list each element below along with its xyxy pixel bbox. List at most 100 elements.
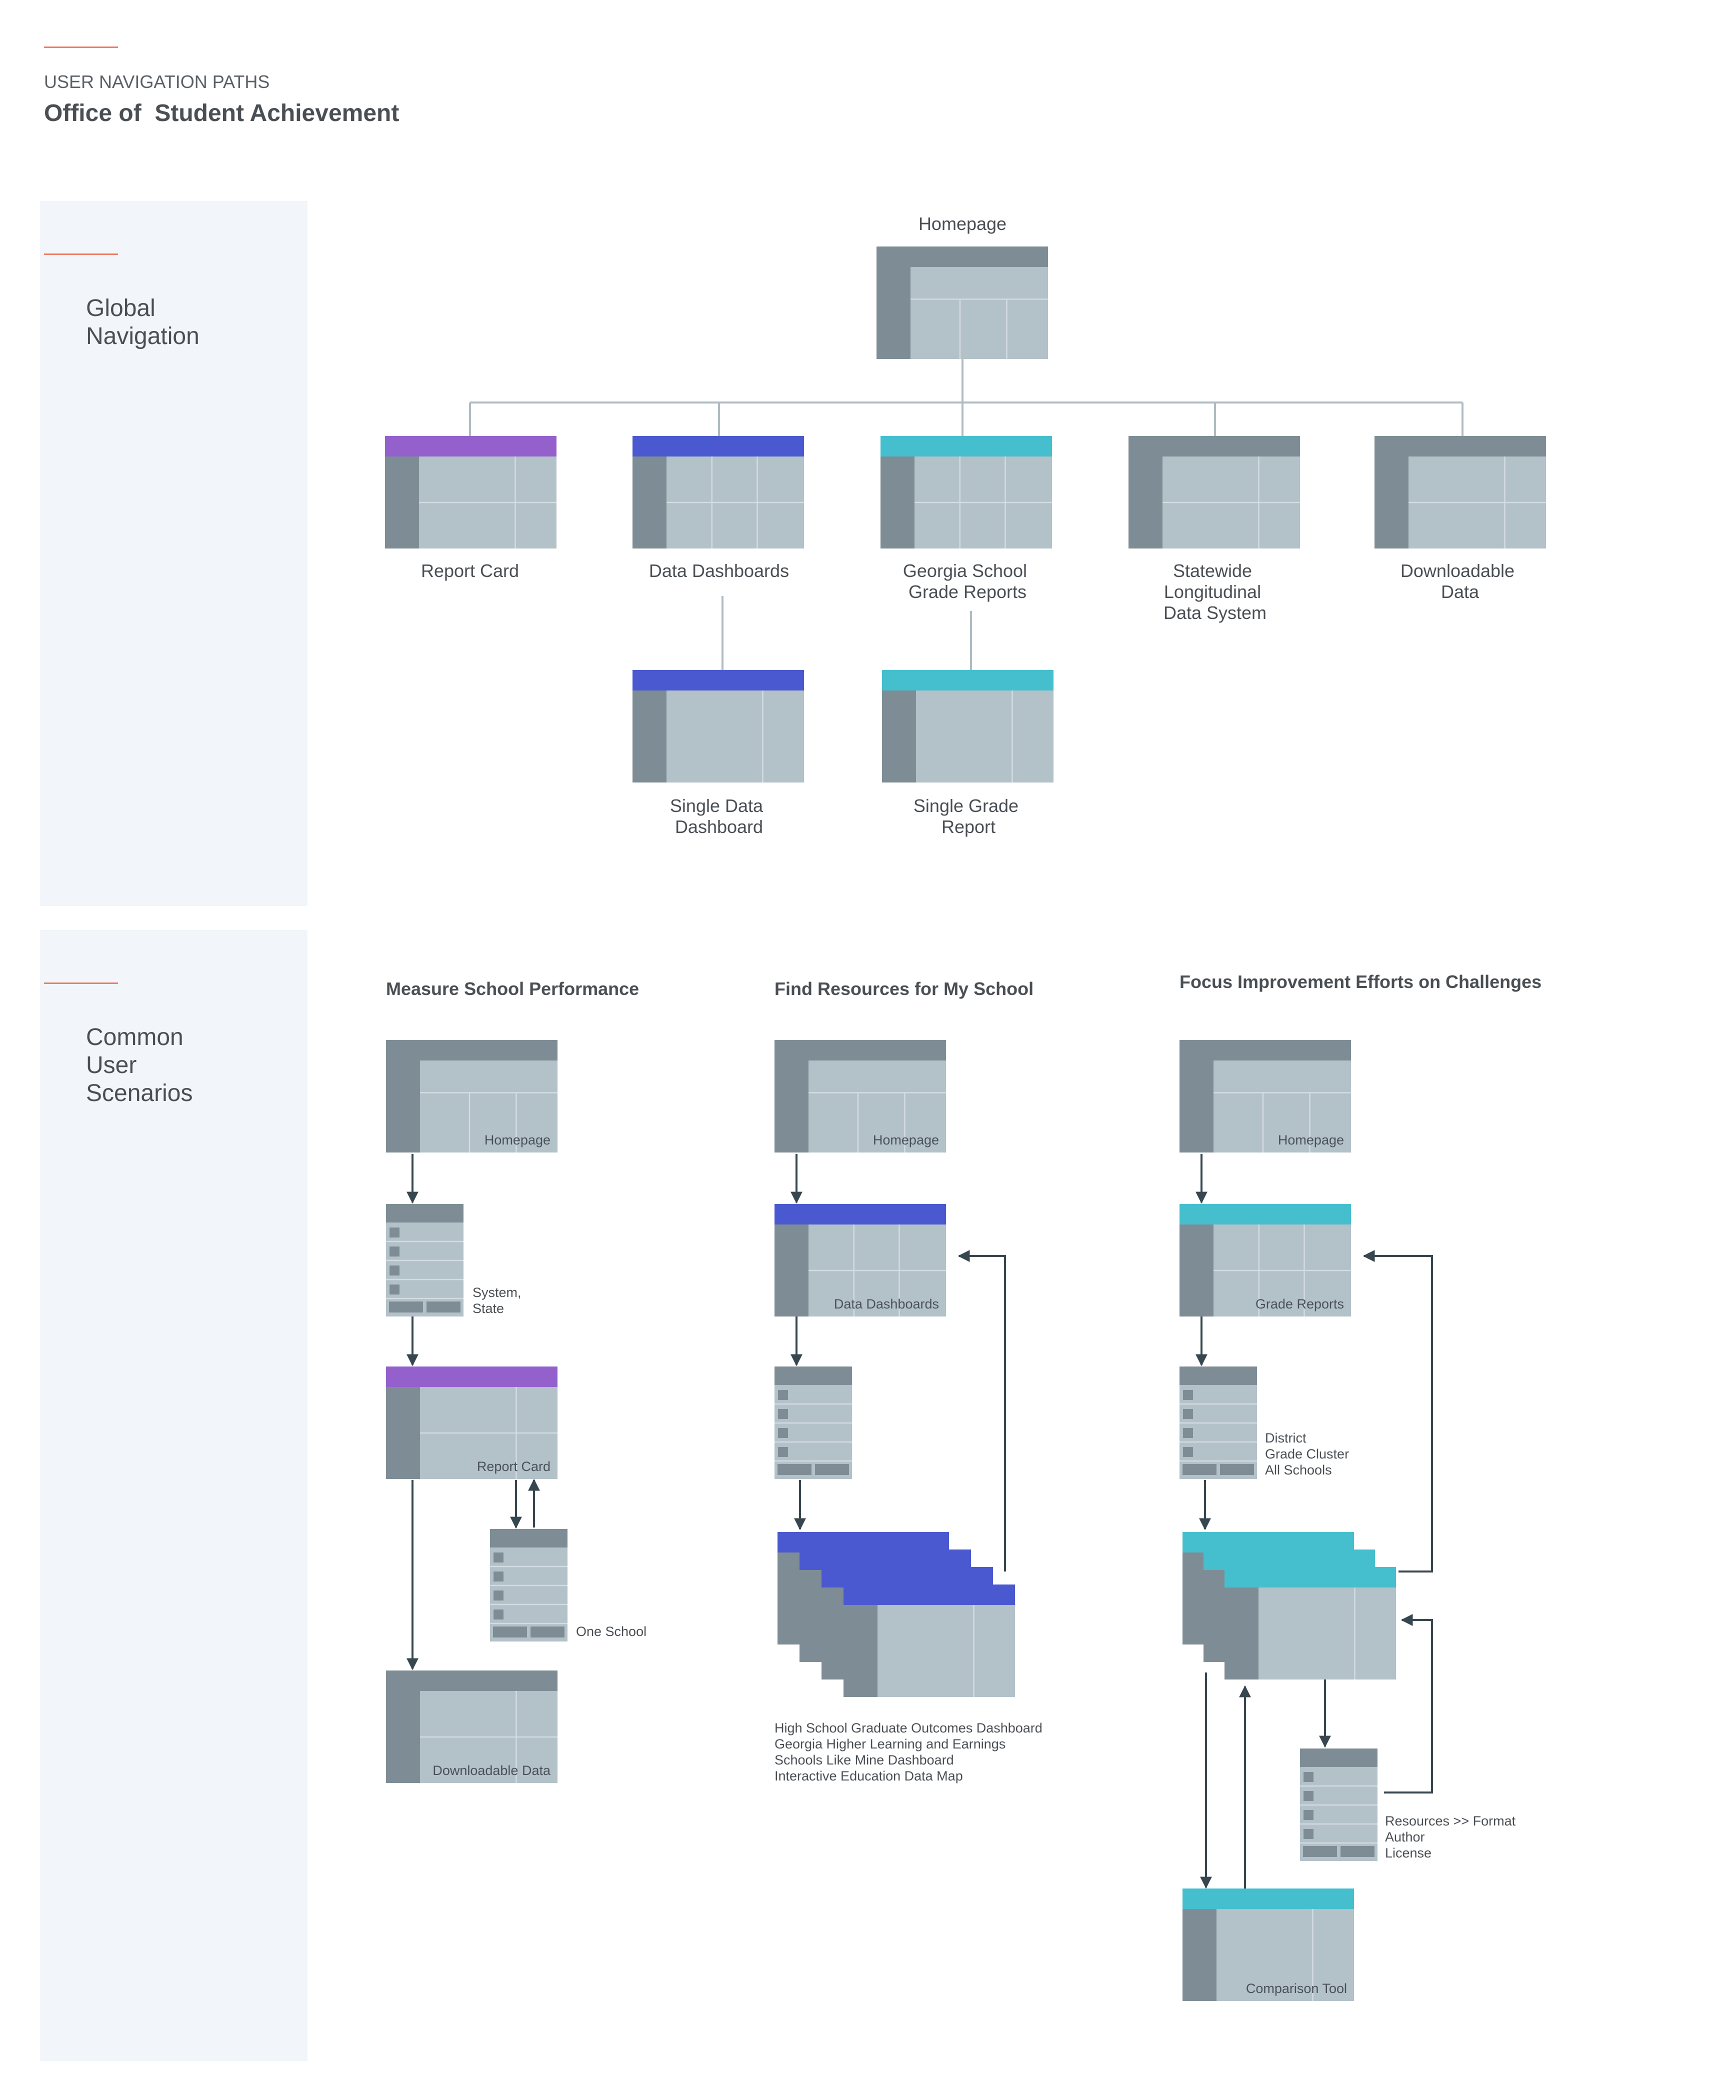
s2-filter-panel xyxy=(774,1366,852,1479)
page-sidebar xyxy=(1182,1909,1216,2001)
single-data-dashboard-thumbnail xyxy=(632,670,804,782)
s1-filter-note: System, State xyxy=(472,1285,525,1316)
homepage-thumbnail xyxy=(876,246,1048,359)
page-header-bar xyxy=(386,1670,558,1691)
downloadable-data-thumbnail xyxy=(1374,436,1546,548)
filter-button xyxy=(1182,1464,1216,1475)
s3-resources-panel xyxy=(1300,1748,1378,1861)
common-user-scenarios-accent-rule xyxy=(44,982,118,984)
filter-checkbox xyxy=(1183,1409,1193,1419)
report-card-label: Report Card xyxy=(421,560,519,581)
page-sidebar xyxy=(1374,456,1408,548)
s1-filter-panel xyxy=(386,1204,464,1316)
scenario-arrows xyxy=(406,1154,1433,1889)
filter-checkbox xyxy=(778,1428,788,1438)
page-sidebar xyxy=(774,1224,808,1316)
page-header-bar xyxy=(876,246,1048,267)
page-header-bar xyxy=(1374,436,1546,456)
page-header-bar xyxy=(882,670,1054,690)
page-sidebar xyxy=(632,456,666,548)
filter-checkbox xyxy=(494,1590,504,1600)
page-header-bar xyxy=(1182,1888,1354,1909)
filter-checkbox xyxy=(778,1390,788,1400)
page-header-bar xyxy=(844,1584,1015,1605)
s1-downloadable-data-thumbnail: Downloadable Data xyxy=(386,1670,558,1783)
single-data-dashboard-label: Single Data Dashboard xyxy=(670,796,768,837)
s3-comparison-tool-thumbnail: Comparison Tool xyxy=(1182,1888,1354,2001)
slds-thumbnail xyxy=(1128,436,1300,548)
filter-button xyxy=(426,1302,460,1312)
data-dashboards-label: Data Dashboards xyxy=(649,560,789,581)
page-header-bar xyxy=(386,1040,558,1060)
page-header-bar xyxy=(386,1366,558,1387)
page-thumbnail-label: Downloadable Data xyxy=(432,1763,551,1778)
scenario-title-measure: Measure School Performance xyxy=(386,978,639,999)
page-sidebar xyxy=(1128,456,1162,548)
s2-data-dashboards-thumbnail: Data Dashboards xyxy=(774,1204,946,1316)
page-thumbnail-label: Comparison Tool xyxy=(1246,1981,1347,1996)
page-header: USER NAVIGATION PATHS Office of Student … xyxy=(44,46,399,126)
page-sidebar xyxy=(386,1060,420,1152)
filter-checkbox xyxy=(1183,1428,1193,1438)
filter-checkbox xyxy=(778,1409,788,1419)
s2-dashboard-stack-3 xyxy=(844,1584,1015,1697)
single-grade-report-thumbnail xyxy=(882,670,1054,782)
arrow xyxy=(1384,1614,1433,1794)
s3-grade-report-stack-2 xyxy=(1224,1567,1396,1680)
page-header-bar xyxy=(1224,1567,1396,1588)
grade-reports-thumbnail xyxy=(880,436,1052,548)
page-thumbnail-label: Grade Reports xyxy=(1256,1296,1344,1312)
single-grade-report-label: Single Grade Report xyxy=(914,796,1024,837)
grade-reports-label: Georgia School Grade Reports xyxy=(903,560,1032,602)
page-sidebar xyxy=(1224,1588,1258,1680)
header-accent-rule xyxy=(44,46,118,48)
page-header-bar xyxy=(800,1550,971,1570)
page-thumbnail-label: Homepage xyxy=(1278,1132,1344,1148)
filter-checkbox xyxy=(494,1552,504,1562)
filter-panel-header xyxy=(490,1529,568,1548)
s3-filter-panel xyxy=(1180,1366,1257,1479)
common-user-scenarios-label: Common User Scenarios xyxy=(86,1024,192,1106)
page-thumbnail-label: Homepage xyxy=(484,1132,550,1148)
global-navigation-panel xyxy=(40,201,308,906)
page-sidebar xyxy=(882,690,916,782)
filter-checkbox xyxy=(1183,1390,1193,1400)
page-thumbnail-label: Report Card xyxy=(477,1459,550,1474)
filter-button xyxy=(493,1626,527,1638)
filter-button xyxy=(815,1464,849,1475)
filter-button xyxy=(778,1464,812,1475)
page-header-bar xyxy=(774,1204,946,1224)
filter-checkbox xyxy=(1304,1829,1314,1839)
page-header-bar xyxy=(385,436,556,456)
report-card-thumbnail xyxy=(385,436,556,548)
page-thumbnails: Homepage Report Card Downloadable Data Home… xyxy=(385,246,1546,2001)
s1-report-card-thumbnail: Report Card xyxy=(386,1366,558,1479)
page-header-bar xyxy=(1204,1550,1375,1570)
filter-checkbox xyxy=(390,1284,400,1294)
filter-panel-header xyxy=(1180,1366,1257,1385)
arrow xyxy=(1362,1250,1433,1572)
filter-checkbox xyxy=(1304,1791,1314,1801)
s1-homepage-thumbnail: Homepage xyxy=(386,1040,558,1152)
s2-homepage-thumbnail: Homepage xyxy=(774,1040,946,1152)
page-header-bar xyxy=(1182,1532,1354,1552)
page-header-bar xyxy=(632,436,804,456)
page-sidebar xyxy=(1180,1060,1214,1152)
scenario-annotations: System, State One School High School Gra… xyxy=(472,1285,1516,1860)
s3-grade-reports-thumbnail: Grade Reports xyxy=(1180,1204,1351,1316)
filter-button xyxy=(389,1302,423,1312)
global-navigation-accent-rule xyxy=(44,254,118,255)
filter-panel-header xyxy=(1300,1748,1378,1767)
s3-homepage-thumbnail: Homepage xyxy=(1180,1040,1351,1152)
s1-one-school-panel xyxy=(490,1529,568,1642)
filter-button xyxy=(1303,1846,1337,1857)
arrow xyxy=(958,1250,1006,1572)
page-header-bar xyxy=(822,1567,993,1588)
page-sidebar xyxy=(880,456,914,548)
filter-button xyxy=(1340,1846,1374,1857)
s3-filter-note: District Grade Cluster All Schools xyxy=(1265,1430,1353,1478)
scenario-titles: Measure School Performance Find Resource… xyxy=(386,972,1542,999)
filter-panel-header xyxy=(774,1366,852,1385)
page-sidebar xyxy=(1180,1224,1214,1316)
